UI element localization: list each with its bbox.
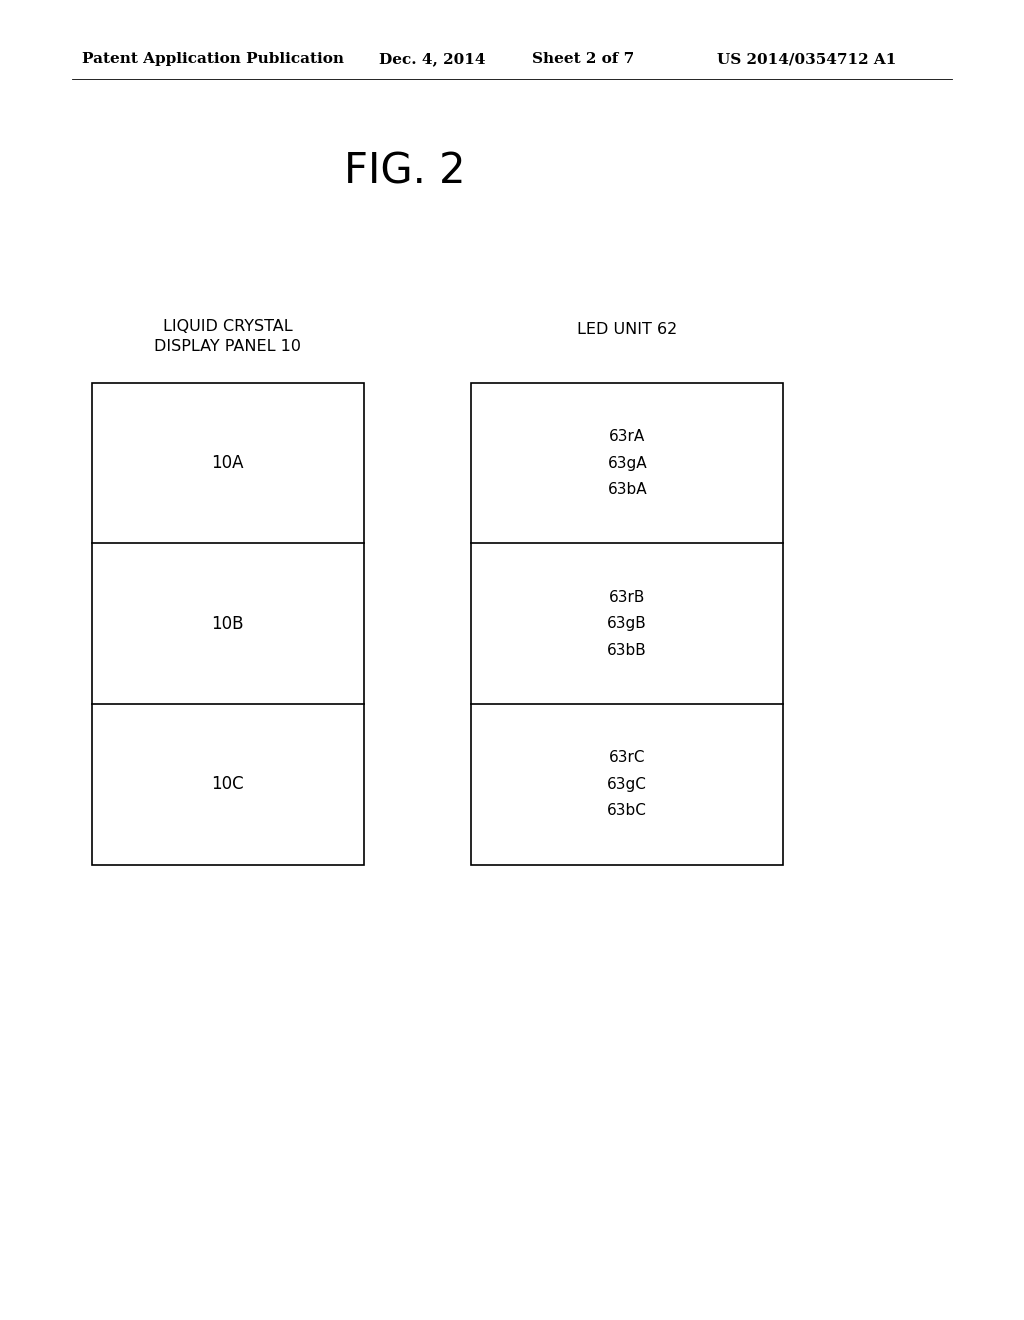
Text: 63rB: 63rB [609, 590, 645, 605]
Text: 10A: 10A [212, 454, 244, 473]
Text: 10C: 10C [212, 775, 244, 793]
Text: 63rA: 63rA [609, 429, 645, 445]
Text: LIQUID CRYSTAL
DISPLAY PANEL 10: LIQUID CRYSTAL DISPLAY PANEL 10 [155, 319, 301, 354]
Text: 10B: 10B [212, 615, 244, 632]
Text: 63rC: 63rC [609, 750, 645, 766]
Text: 63gC: 63gC [607, 776, 647, 792]
Text: FIG. 2: FIG. 2 [344, 150, 465, 193]
Bar [92, 383, 364, 865]
Text: Dec. 4, 2014: Dec. 4, 2014 [379, 53, 485, 66]
Text: Patent Application Publication: Patent Application Publication [82, 53, 344, 66]
Text: 63bB: 63bB [607, 643, 647, 657]
Text: 63bA: 63bA [607, 482, 647, 498]
Text: 63gB: 63gB [607, 616, 647, 631]
Text: Sheet 2 of 7: Sheet 2 of 7 [532, 53, 635, 66]
Text: 63gA: 63gA [607, 455, 647, 471]
Text: 63bC: 63bC [607, 803, 647, 818]
Bar [471, 383, 783, 865]
Text: LED UNIT 62: LED UNIT 62 [578, 322, 677, 338]
Text: US 2014/0354712 A1: US 2014/0354712 A1 [717, 53, 896, 66]
